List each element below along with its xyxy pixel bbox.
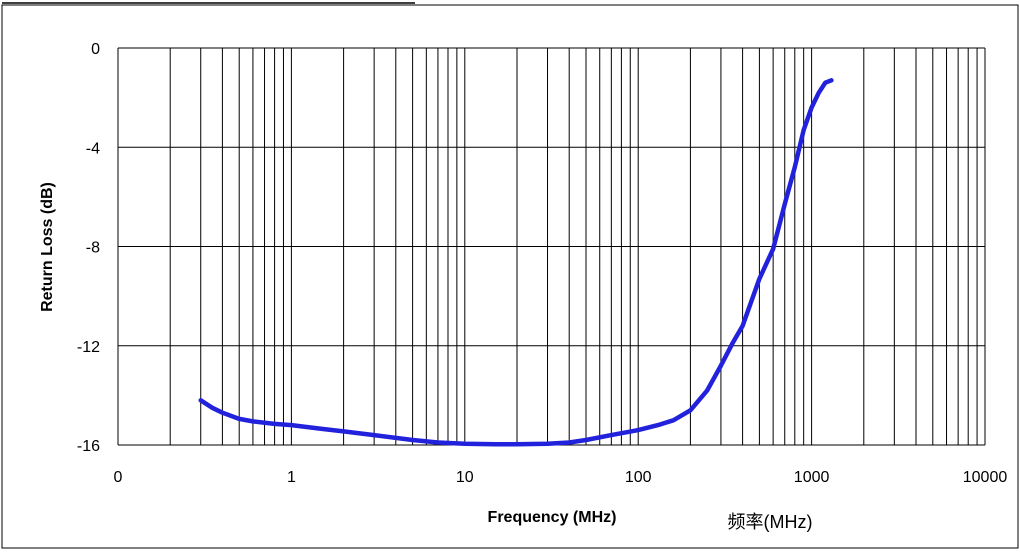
y-tick-label: -4 — [86, 140, 100, 157]
x-tick-label: 10 — [456, 469, 474, 486]
x-tick-label: 100 — [625, 469, 652, 486]
frequency-annotation: 频率(MHz) — [728, 512, 813, 532]
series-layer — [198, 78, 834, 447]
y-tick-label: 0 — [91, 41, 100, 58]
x-tick-label: 1000 — [794, 469, 830, 486]
grid-lines — [117, 47, 986, 446]
y-tick-label: -16 — [77, 438, 100, 455]
series-line — [198, 78, 834, 447]
y-tick-label: -8 — [86, 240, 100, 257]
tick-labels: 0 1 10 100 1000 10000 0 -4 -8 -12 -16 — [77, 41, 1007, 486]
x-tick-label: 1 — [287, 469, 296, 486]
x-axis-title: Frequency (MHz) — [488, 509, 617, 526]
y-tick-label: -12 — [77, 339, 100, 356]
x-tick-label: 10000 — [963, 469, 1008, 486]
chart-border — [1, 4, 1019, 549]
y-axis-title: Return Loss (dB) — [39, 182, 56, 312]
x-tick-label: 0 — [114, 469, 123, 486]
